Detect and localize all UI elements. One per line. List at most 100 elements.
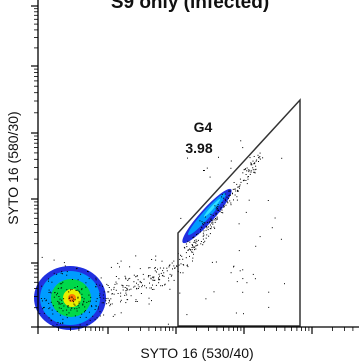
event-dot [77, 305, 79, 307]
density-peak [68, 294, 76, 302]
event-dot [110, 298, 112, 300]
event-dot [215, 218, 216, 219]
low-population-density [34, 266, 106, 330]
event-dot [69, 296, 71, 298]
event-dot [187, 266, 189, 268]
event-dot [90, 296, 92, 298]
event-dot [166, 270, 168, 272]
event-dot [77, 296, 79, 298]
event-dot [210, 219, 212, 221]
event-dot [148, 275, 149, 277]
event-dot [242, 269, 244, 271]
event-dot [176, 265, 177, 267]
event-dot [102, 285, 103, 287]
event-dot [67, 305, 69, 307]
event-dot [205, 298, 207, 300]
event-dot [48, 317, 50, 319]
event-dot [80, 273, 82, 275]
event-dot [239, 184, 241, 186]
event-dot [174, 267, 176, 269]
event-dot [245, 180, 247, 181]
event-dot [238, 223, 240, 225]
event-dot [193, 247, 195, 249]
event-dot [186, 264, 188, 266]
event-dot [239, 270, 241, 272]
event-dot [245, 174, 247, 175]
event-dot [81, 296, 83, 298]
event-dot [228, 190, 230, 192]
event-dot [268, 306, 270, 308]
event-dot [179, 258, 181, 260]
event-dot [76, 267, 78, 269]
event-dot [221, 201, 223, 203]
event-dot [164, 283, 166, 285]
event-dot [248, 171, 250, 173]
event-dot [87, 271, 88, 272]
event-dot [75, 268, 77, 270]
event-dot [85, 282, 87, 284]
event-dot [256, 159, 258, 161]
event-dot [163, 272, 165, 274]
event-dot [120, 260, 122, 262]
event-dot [223, 204, 225, 206]
sparse-events [39, 140, 285, 327]
event-dot [57, 287, 59, 289]
event-dot [79, 316, 81, 318]
event-dot [216, 216, 218, 218]
event-dot [48, 289, 50, 291]
chart-title: S9 only (infected) [111, 0, 269, 13]
event-dot [191, 247, 193, 248]
event-dot [190, 249, 192, 251]
event-dot [168, 277, 169, 279]
event-dot [173, 260, 175, 262]
event-dot [236, 183, 238, 185]
event-dot [151, 259, 153, 260]
event-dot [68, 291, 70, 293]
event-dot [201, 227, 203, 229]
event-dot [61, 303, 63, 304]
event-dot [150, 278, 152, 280]
event-dot [48, 292, 50, 293]
event-dot [88, 300, 90, 302]
event-dot [112, 315, 114, 317]
event-dot [109, 300, 110, 302]
event-dot [160, 285, 162, 287]
event-dot [233, 265, 235, 267]
event-dot [72, 279, 73, 280]
event-dot [137, 279, 139, 281]
event-dot [178, 264, 180, 266]
event-dot [100, 277, 102, 279]
event-dot [226, 201, 228, 203]
gate-g4-polygon[interactable] [177, 98, 301, 327]
event-dot [66, 271, 68, 273]
event-dot [217, 207, 219, 209]
event-dot [58, 301, 60, 303]
event-dot [53, 259, 55, 261]
event-dot [159, 267, 161, 269]
event-dot [50, 301, 52, 303]
event-dot [89, 300, 91, 302]
event-dot [153, 277, 155, 279]
event-dot [63, 262, 65, 264]
event-dot [106, 283, 108, 285]
event-dot [126, 288, 128, 290]
event-dot [242, 180, 244, 182]
event-dot [216, 206, 218, 208]
event-dot [215, 219, 217, 221]
event-dot [148, 297, 150, 299]
event-dot [133, 286, 135, 288]
event-dot [118, 278, 120, 280]
event-dot [95, 305, 97, 307]
event-dot [124, 287, 126, 288]
event-dot [152, 284, 153, 286]
event-dot [122, 286, 124, 288]
event-dot [214, 205, 216, 207]
event-dot [237, 190, 238, 192]
event-dot [173, 265, 175, 267]
event-dot [200, 243, 202, 245]
event-dot [216, 209, 218, 211]
event-dot [153, 276, 155, 278]
event-dot [149, 282, 150, 284]
event-dot [254, 172, 256, 174]
event-dot [88, 294, 90, 296]
